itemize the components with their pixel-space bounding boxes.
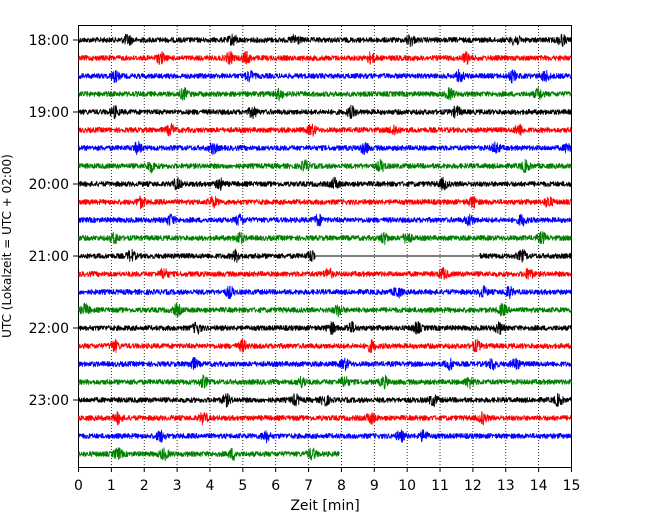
trace-line	[78, 158, 572, 174]
x-tick-label: 7	[304, 478, 313, 494]
x-tick-label: 12	[464, 478, 482, 494]
trace-row	[78, 86, 572, 102]
x-tick-label: 13	[497, 478, 515, 494]
trace-row	[78, 285, 572, 300]
trace-line	[78, 104, 572, 120]
trace-line	[78, 266, 572, 280]
trace-line	[78, 374, 572, 390]
trace-row	[78, 104, 572, 120]
x-tick-label: 3	[173, 478, 182, 494]
x-tick-label: 10	[398, 478, 416, 494]
trace-line	[78, 302, 572, 318]
trace-row	[78, 302, 572, 318]
trace-line	[78, 285, 572, 300]
trace-row	[78, 33, 572, 48]
x-tick-label: 0	[74, 478, 83, 494]
trace-row	[78, 213, 572, 227]
trace-line	[78, 338, 572, 353]
trace-row	[78, 158, 572, 174]
y-tick-label: 22:00	[29, 321, 69, 337]
trace-row	[78, 231, 572, 246]
trace-line	[78, 356, 572, 372]
trace-row	[78, 447, 340, 462]
trace-line	[78, 195, 572, 210]
trace-line	[78, 447, 340, 462]
x-tick-label: 8	[337, 478, 346, 494]
trace-row	[78, 122, 572, 137]
x-tick-label: 14	[530, 478, 548, 494]
trace-line	[78, 122, 572, 137]
x-tick-label: 15	[563, 478, 581, 494]
x-axis: 0 1 2 3 4 5 6 7 8 9 10 11 12 13 14 15	[74, 467, 580, 494]
trace-line	[78, 140, 572, 156]
trace-row	[78, 321, 572, 335]
traces	[78, 33, 572, 462]
trace-row	[78, 68, 572, 84]
trace-line	[78, 429, 572, 444]
trace-line	[78, 321, 572, 335]
trace-line	[78, 248, 572, 263]
trace-line	[78, 213, 572, 227]
trace-line	[78, 50, 572, 65]
trace-row	[78, 248, 572, 263]
trace-line	[78, 86, 572, 102]
x-tick-label: 5	[238, 478, 247, 494]
y-tick-label: 21:00	[29, 249, 69, 265]
x-axis-label: Zeit [min]	[290, 498, 359, 514]
y-tick-label: 20:00	[29, 177, 69, 193]
trace-row	[78, 195, 572, 210]
trace-line	[78, 68, 572, 84]
trace-row	[78, 50, 572, 65]
x-tick-label: 2	[140, 478, 149, 494]
y-tick-label: 23:00	[29, 393, 69, 409]
x-tick-label: 1	[107, 478, 116, 494]
trace-row	[78, 266, 572, 280]
trace-row	[78, 338, 572, 353]
trace-line	[78, 410, 572, 426]
y-axis-label: UTC (Lokalzeit = UTC + 02:00)	[0, 154, 14, 338]
x-tick-label: 6	[271, 478, 280, 494]
trace-row	[78, 374, 572, 390]
y-tick-label: 19:00	[29, 105, 69, 121]
trace-row	[78, 392, 572, 408]
x-tick-label: 11	[431, 478, 449, 494]
trace-row	[78, 140, 572, 156]
trace-row	[78, 356, 572, 372]
y-tick-label: 18:00	[29, 33, 69, 49]
trace-line	[78, 33, 572, 48]
plot-frame	[78, 25, 572, 468]
trace-row	[78, 429, 572, 444]
trace-line	[78, 392, 572, 408]
x-tick-label: 4	[206, 478, 215, 494]
y-axis: 18:00 19:00 20:00 21:00 22:00 23:00	[29, 33, 79, 409]
trace-row	[78, 176, 572, 191]
trace-line	[78, 231, 572, 246]
x-tick-label: 9	[370, 478, 379, 494]
trace-line	[78, 176, 572, 191]
trace-row	[78, 410, 572, 426]
